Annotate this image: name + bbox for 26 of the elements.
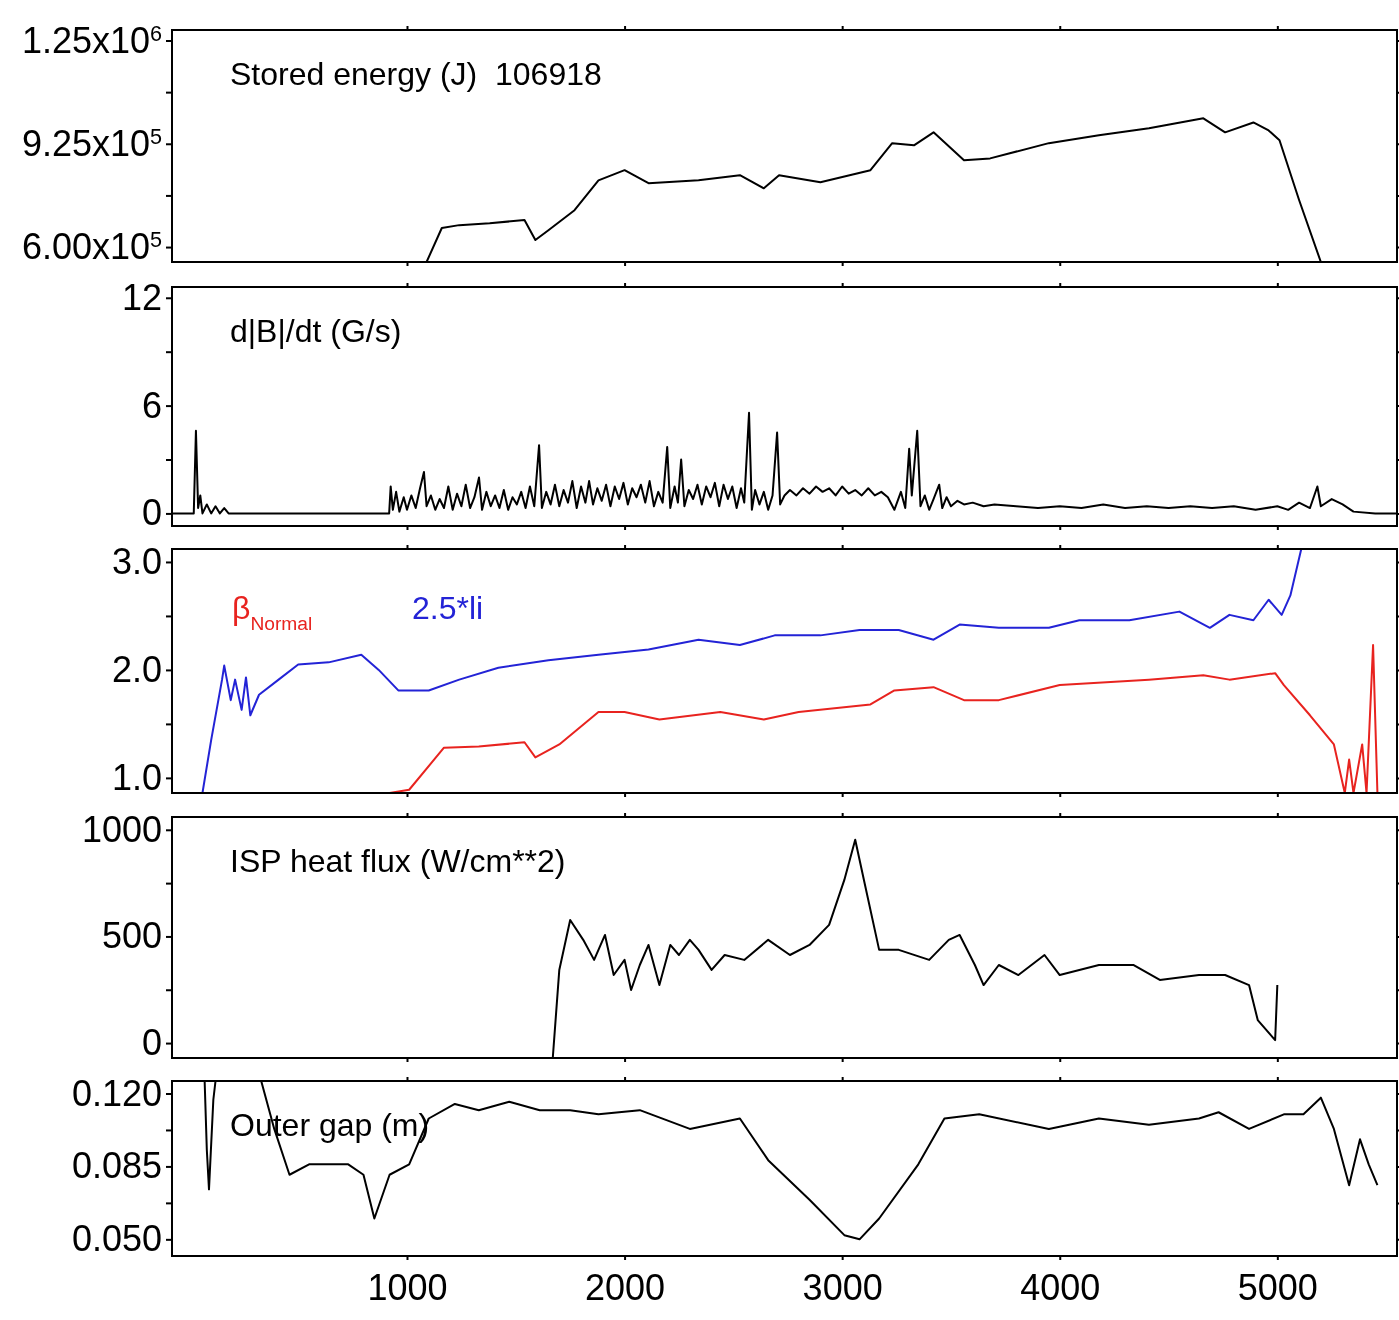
y-tick-label: 6 [141,384,162,426]
x-tick-label: 5000 [1237,1266,1318,1308]
y-tick-label: 500 [101,915,162,957]
x-tick-label: 3000 [802,1266,883,1308]
annotation: d|B|/dt (G/s) [230,313,402,349]
y-tick-label: 2.0 [111,648,162,690]
y-tick-label: 0.050 [71,1218,162,1260]
y-tick-label: 9.25x10$^{5}$ [21,122,162,164]
x-tick-label: 1000 [367,1266,448,1308]
y-tick-label: 0 [141,1022,162,1064]
line-series [201,549,1303,793]
series-label: 2.5*li [412,590,484,626]
y-tick-label: 12 [121,276,162,318]
annotation: ISP heat flux (W/cm**2) [230,843,566,879]
x-tick-label: 4000 [1020,1266,1101,1308]
y-tick-label: 1000 [81,808,162,850]
y-tick-label: 0.085 [71,1145,162,1187]
y-tick-label: 1.0 [111,756,162,798]
y-tick-label: 6.00x10$^{5}$ [21,226,162,268]
annotation: Stored energy (J) 106918 [230,56,602,92]
x-tick-label: 2000 [585,1266,666,1308]
text: β$_{Normal}$ [232,590,313,634]
y-tick-label: 0 [141,492,162,534]
y-tick-label: 0.120 [71,1072,162,1114]
y-tick-label: 1.25x10$^{6}$ [21,19,162,61]
y-tick-label: 3.0 [111,540,162,582]
